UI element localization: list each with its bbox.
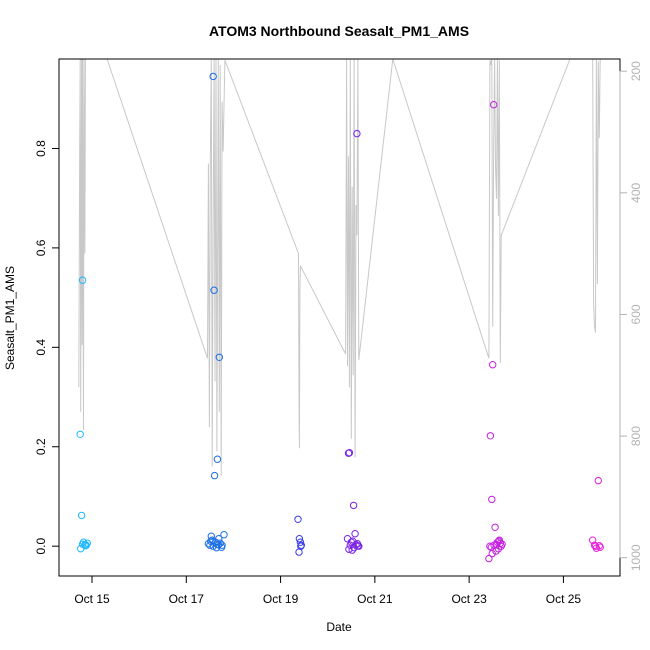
data-point xyxy=(295,535,304,543)
data-point xyxy=(490,101,498,109)
x-tick-label: Oct 23 xyxy=(451,592,487,606)
data-point xyxy=(348,546,356,554)
data-point xyxy=(351,530,359,538)
data-point xyxy=(349,537,357,545)
data-point xyxy=(216,539,224,547)
data-points-layer xyxy=(76,72,604,563)
data-point xyxy=(215,353,224,361)
y-tick-label: 0.6 xyxy=(34,239,48,256)
secondary-tick-label: 200 xyxy=(629,61,643,81)
x-axis-label: Date xyxy=(326,620,352,634)
data-point xyxy=(596,543,604,551)
y-axis: 0.0 0.2 0.4 0.6 0.8 xyxy=(34,140,60,555)
data-point xyxy=(297,542,305,550)
data-point xyxy=(485,554,493,563)
data-point xyxy=(210,286,218,294)
data-point xyxy=(594,476,602,485)
data-point xyxy=(591,542,600,550)
data-point xyxy=(486,432,495,440)
x-tick-label: Oct 15 xyxy=(74,592,110,606)
data-point xyxy=(491,523,499,531)
data-point xyxy=(213,455,222,463)
data-point xyxy=(589,536,597,544)
data-point xyxy=(495,537,503,545)
data-point xyxy=(294,515,302,523)
data-point xyxy=(76,430,84,438)
data-point xyxy=(345,545,353,553)
data-point xyxy=(209,542,217,550)
data-point xyxy=(489,361,497,369)
data-point xyxy=(486,542,494,550)
secondary-tick-label: 800 xyxy=(629,426,643,446)
data-point xyxy=(492,547,500,555)
data-point xyxy=(210,471,219,480)
data-point xyxy=(209,72,217,81)
data-point xyxy=(83,539,92,547)
data-point xyxy=(207,532,216,540)
secondary-tick-label: 1000 xyxy=(629,544,643,571)
y-axis-label: Seasalt_PM1_AMS xyxy=(3,266,17,370)
data-point xyxy=(345,449,354,457)
data-point xyxy=(346,541,354,549)
data-point xyxy=(488,495,496,504)
plot-frame xyxy=(58,58,621,577)
y-tick-label: 0.8 xyxy=(34,140,48,157)
secondary-tick-label: 400 xyxy=(629,182,643,202)
data-point xyxy=(220,531,228,539)
x-tick-label: Oct 19 xyxy=(263,592,299,606)
pressure-trace-line xyxy=(78,59,601,476)
pressure-trace-layer xyxy=(78,59,601,476)
y-tick-label: 0.4 xyxy=(34,339,48,356)
data-point xyxy=(349,501,358,510)
secondary-tick-label: 600 xyxy=(629,304,643,324)
data-point xyxy=(296,538,305,546)
x-tick-label: Oct 17 xyxy=(169,592,205,606)
data-point xyxy=(77,511,86,520)
data-point xyxy=(595,542,603,550)
data-point xyxy=(353,129,361,138)
data-point xyxy=(218,541,226,549)
data-point xyxy=(488,549,496,558)
data-point xyxy=(215,535,223,543)
x-tick-label: Oct 25 xyxy=(546,592,582,606)
x-tick-label: Oct 21 xyxy=(357,592,393,606)
chart-title: ATOM3 Northbound Seasalt_PM1_AMS xyxy=(209,23,469,39)
secondary-y-axis: 200 400 600 800 1000 xyxy=(619,61,643,571)
data-point xyxy=(78,276,87,284)
x-axis: Oct 15 Oct 17 Oct 19 Oct 21 Oct 23 Oct 25 xyxy=(74,575,582,606)
y-tick-label: 0.2 xyxy=(34,438,48,455)
y-tick-label: 0.0 xyxy=(34,538,48,555)
